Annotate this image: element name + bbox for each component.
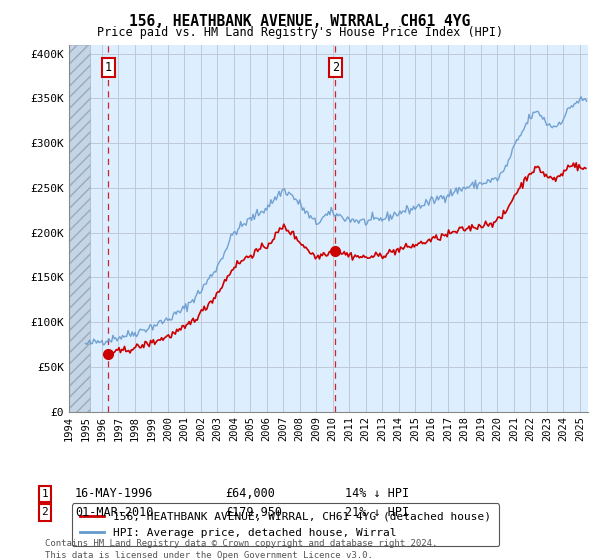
Text: 156, HEATHBANK AVENUE, WIRRAL, CH61 4YG: 156, HEATHBANK AVENUE, WIRRAL, CH61 4YG: [130, 14, 470, 29]
Bar: [69, 45, 89, 412]
Text: 16-MAY-1996: 16-MAY-1996: [75, 487, 154, 501]
Text: 21% ↓ HPI: 21% ↓ HPI: [345, 506, 409, 519]
Text: 2: 2: [41, 507, 49, 517]
Text: Contains HM Land Registry data © Crown copyright and database right 2024.
This d: Contains HM Land Registry data © Crown c…: [45, 539, 437, 560]
Text: £64,000: £64,000: [225, 487, 275, 501]
Text: 01-MAR-2010: 01-MAR-2010: [75, 506, 154, 519]
Text: 14% ↓ HPI: 14% ↓ HPI: [345, 487, 409, 501]
Text: £179,950: £179,950: [225, 506, 282, 519]
Text: 1: 1: [104, 60, 112, 74]
Text: 1: 1: [41, 489, 49, 499]
Text: 2: 2: [332, 60, 339, 74]
Legend: 156, HEATHBANK AVENUE, WIRRAL, CH61 4YG (detached house), HPI: Average price, de: 156, HEATHBANK AVENUE, WIRRAL, CH61 4YG …: [72, 503, 499, 546]
Text: Price paid vs. HM Land Registry's House Price Index (HPI): Price paid vs. HM Land Registry's House …: [97, 26, 503, 39]
